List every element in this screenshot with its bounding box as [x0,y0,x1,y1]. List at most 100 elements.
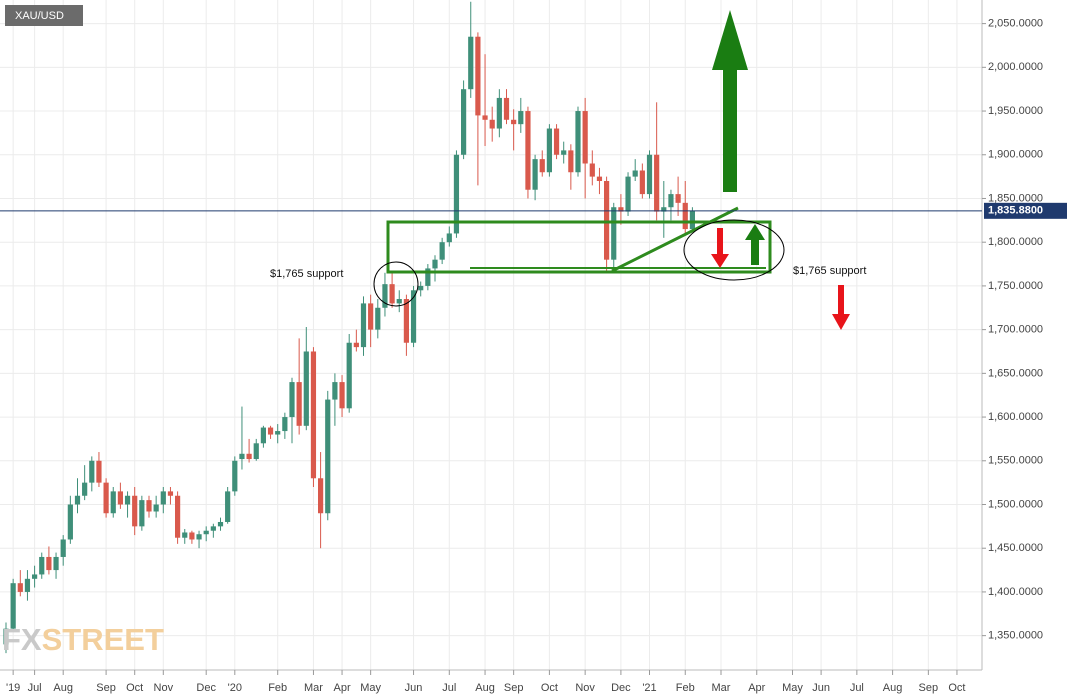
candle-body [339,382,345,409]
x-tick-label: Apr [333,682,350,694]
x-tick-label: Jun [812,682,830,694]
candle-body [146,500,152,512]
annotations [373,10,850,330]
y-tick-label: 1,750.0000 [988,280,1043,292]
candle-body [203,530,209,535]
x-tick-label: Oct [541,682,558,694]
candle-body [325,399,331,514]
candle-body [646,154,653,195]
candle-body [611,207,617,260]
up-arrow [745,224,765,265]
down-arrow [832,285,850,330]
y-tick-label: 1,550.0000 [988,455,1043,467]
y-tick-label: 2,000.0000 [988,61,1043,73]
x-tick-label: Sep [504,682,524,694]
candle-body [117,491,123,505]
candle-body [618,207,624,212]
candle-body [639,170,645,195]
candle-body [53,556,59,571]
candle-body [282,417,288,432]
range-box [386,220,772,274]
annotation-text: $1,765 support [793,265,866,277]
y-tick-label: 1,650.0000 [988,367,1043,379]
candle-body [89,460,95,483]
x-tick-label: Oct [948,682,965,694]
x-tick-label: Sep [919,682,939,694]
x-tick-label: Jul [442,682,456,694]
candle-body [210,526,216,531]
candle-body [303,351,309,426]
y-tick-label: 1,600.0000 [988,411,1043,423]
x-tick-label: Dec [196,682,216,694]
x-tick-label: '20 [228,682,242,694]
candle-body [482,115,488,120]
candle-body [17,583,23,592]
candle-body [668,194,674,208]
candle-body [596,176,603,181]
candle-body [453,154,460,234]
candle-body [446,233,452,243]
candle-body [582,111,588,164]
x-tick-label: '21 [642,682,656,694]
highlight-ellipse [683,219,785,281]
candle-body [96,460,102,483]
candle-body [439,242,445,260]
candle-body [654,154,660,212]
candle-body [425,268,431,286]
candle-body [375,307,381,330]
candle-body [518,111,524,125]
highlight-circle [373,261,419,307]
candle-body [189,532,195,540]
candle-body [561,150,567,155]
x-tick-label: Jun [405,682,423,694]
candle-body [60,539,66,557]
candle-body [310,351,317,479]
candle-body [632,170,638,177]
candle-body [225,491,231,522]
watermark-part: STREET [42,622,164,657]
candle-body [39,556,45,575]
x-tick-label: Aug [475,682,495,694]
candle-body [10,583,16,629]
x-tick-label: Mar [304,682,323,694]
y-tick-label: 1,450.0000 [988,542,1043,554]
candle-body [360,303,367,348]
y-tick-label: 1,400.0000 [988,586,1043,598]
candle-body [396,299,402,304]
grid [0,0,982,670]
candle-body [103,482,109,514]
candle-body [532,159,538,190]
candle-body [275,431,281,435]
y-tick-label: 1,850.0000 [988,192,1043,204]
x-tick-label: Feb [676,682,695,694]
candle-body [346,342,352,409]
candle-body [3,628,9,645]
candle-body [124,495,131,505]
candle-body [289,382,295,418]
x-tick-label: Sep [96,682,116,694]
candle-body [461,89,467,155]
candle-body [539,159,545,173]
y-tick-label: 1,700.0000 [988,324,1043,336]
candle-body [232,460,238,492]
x-tick-label: May [782,682,803,694]
x-tick-label: Feb [268,682,287,694]
down-arrow [711,228,729,268]
annotation-text: $1,765 support [270,268,343,280]
candle-body [661,207,667,212]
y-tick-label: 1,500.0000 [988,498,1043,510]
x-tick-label: Mar [712,682,731,694]
candle-body [575,111,581,173]
y-tick-label: 1,950.0000 [988,105,1043,117]
candle-body [175,495,181,538]
candle-body [475,36,481,116]
candle-body [675,194,681,203]
candle-body [246,453,252,460]
watermark-part: FX [2,622,42,657]
candle-body [604,180,610,260]
candle-body [296,382,302,426]
candles [3,1,695,654]
candle-body [67,504,73,540]
x-tick-label: Apr [748,682,765,694]
